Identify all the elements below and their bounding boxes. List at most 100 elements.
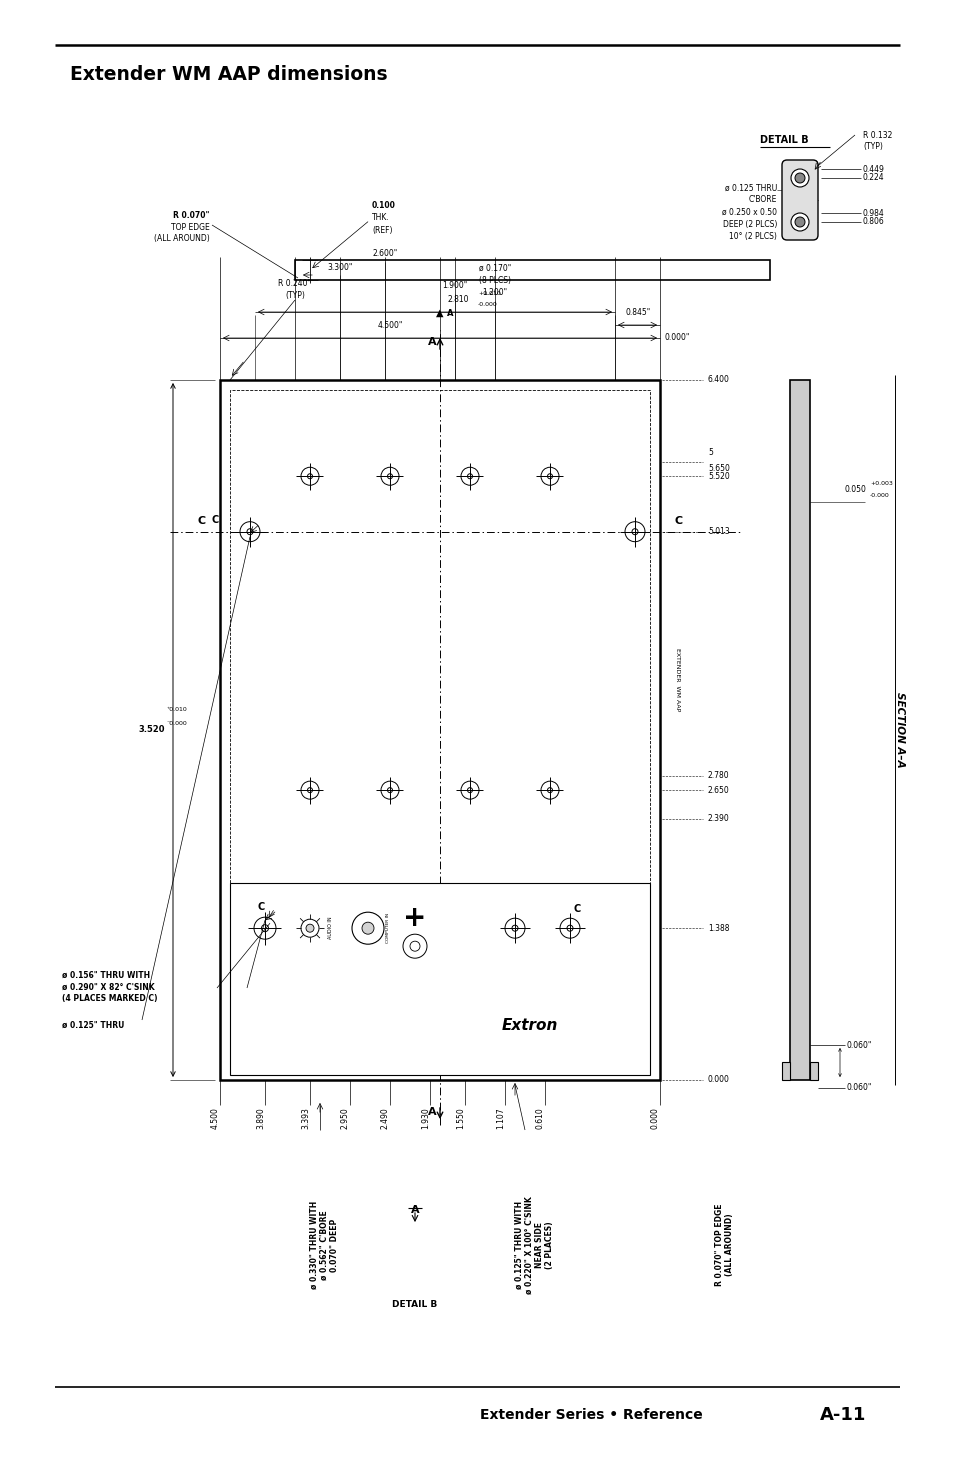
Bar [781, 1062, 789, 1080]
Bar [230, 884, 649, 1075]
Text: ø 0.562" C'BORE: ø 0.562" C'BORE [319, 1210, 329, 1280]
Text: 2.600": 2.600" [372, 249, 397, 258]
Text: DEEP (2 PLCS): DEEP (2 PLCS) [721, 220, 776, 229]
Text: 1.900": 1.900" [442, 282, 467, 291]
Text: -0.000: -0.000 [477, 302, 497, 307]
Text: 0.449: 0.449 [862, 165, 884, 174]
Text: NEAR SIDE: NEAR SIDE [535, 1221, 543, 1268]
Text: ▲: ▲ [436, 308, 443, 319]
Text: +0.003: +0.003 [869, 481, 892, 487]
Circle shape [387, 788, 392, 792]
Text: 6.400: 6.400 [707, 376, 729, 385]
Bar [789, 381, 809, 1080]
Circle shape [790, 212, 808, 232]
Text: 1.930: 1.930 [420, 1108, 430, 1128]
Text: 5.650: 5.650 [707, 465, 729, 473]
Text: 2.810: 2.810 [448, 295, 469, 304]
Text: 0.806: 0.806 [862, 217, 883, 227]
Text: C'BORE: C'BORE [748, 196, 776, 205]
Text: 4.500": 4.500" [377, 322, 402, 330]
Text: (TYP): (TYP) [285, 291, 305, 299]
Text: ø 0.156" THRU WITH: ø 0.156" THRU WITH [62, 971, 150, 979]
Text: 5.013: 5.013 [707, 527, 729, 537]
Text: 10° (2 PLCS): 10° (2 PLCS) [728, 232, 776, 240]
Text: ø 0.125 THRU: ø 0.125 THRU [724, 183, 776, 193]
Text: 0.610: 0.610 [536, 1108, 544, 1128]
Text: A-11: A-11 [820, 1406, 865, 1423]
Circle shape [261, 925, 268, 932]
Text: +: + [403, 904, 426, 932]
FancyBboxPatch shape [781, 159, 817, 240]
Text: 2.780: 2.780 [707, 771, 729, 780]
Text: R 0.070" TOP EDGE: R 0.070" TOP EDGE [714, 1204, 723, 1286]
Circle shape [790, 170, 808, 187]
Text: ø 0.290" X 82° C'SINK: ø 0.290" X 82° C'SINK [62, 982, 154, 991]
Text: 0.000": 0.000" [664, 333, 690, 342]
Circle shape [306, 925, 314, 932]
Text: 0.224: 0.224 [862, 174, 883, 183]
Text: COMPUTER IN: COMPUTER IN [386, 913, 390, 943]
Text: (ALL AROUND): (ALL AROUND) [724, 1214, 733, 1276]
Text: C: C [574, 904, 580, 914]
Text: 1.550: 1.550 [456, 1108, 464, 1128]
Text: ⁻0.000: ⁻0.000 [167, 721, 188, 727]
Text: 4.500: 4.500 [211, 1108, 220, 1128]
Text: 0.845": 0.845" [625, 308, 650, 317]
Text: (REF): (REF) [372, 227, 392, 236]
Text: +0.010: +0.010 [477, 291, 500, 296]
Text: DETAIL B: DETAIL B [392, 1299, 437, 1308]
Text: A: A [410, 1205, 419, 1215]
Text: 0.060": 0.060" [846, 1084, 871, 1093]
Circle shape [387, 473, 392, 479]
Text: ø 0.220" X 100° C'SINK: ø 0.220" X 100° C'SINK [524, 1196, 534, 1294]
Bar [220, 381, 659, 1080]
Text: C: C [257, 903, 264, 912]
Text: 5: 5 [707, 448, 712, 457]
Text: (2 PLACES): (2 PLACES) [544, 1221, 554, 1268]
Text: DETAIL B: DETAIL B [760, 136, 808, 145]
Text: Extender WM AAP dimensions: Extender WM AAP dimensions [70, 65, 387, 84]
Circle shape [547, 788, 552, 792]
Text: A: A [428, 1108, 436, 1117]
Text: 3.520: 3.520 [138, 726, 165, 735]
Text: EXTENDER  WM AAP: EXTENDER WM AAP [675, 649, 679, 711]
Circle shape [794, 173, 804, 183]
Text: ø 0.250 x 0.50: ø 0.250 x 0.50 [721, 208, 776, 217]
Text: 2.390: 2.390 [707, 814, 729, 823]
Text: 0.984: 0.984 [862, 208, 883, 217]
Text: (TYP): (TYP) [862, 143, 882, 152]
Text: TOP EDGE: TOP EDGE [172, 223, 210, 232]
Text: (8 PLCS): (8 PLCS) [478, 276, 511, 285]
Circle shape [467, 473, 472, 479]
Circle shape [247, 528, 253, 535]
Text: 1.107: 1.107 [496, 1108, 504, 1128]
Bar [294, 260, 769, 280]
Circle shape [566, 925, 573, 931]
Circle shape [307, 473, 313, 479]
Text: 2.950: 2.950 [340, 1108, 350, 1128]
Text: ø 0.125" THRU: ø 0.125" THRU [62, 1021, 124, 1030]
Text: 2.490: 2.490 [380, 1108, 390, 1128]
Circle shape [307, 788, 313, 792]
Text: 3.393: 3.393 [301, 1108, 310, 1128]
Text: R 0.070": R 0.070" [173, 211, 210, 220]
Text: SECTION A–A: SECTION A–A [894, 692, 904, 768]
Circle shape [547, 473, 552, 479]
Circle shape [512, 925, 517, 931]
Circle shape [467, 788, 472, 792]
Text: ø 0.170": ø 0.170" [478, 264, 511, 273]
Text: -0.000: -0.000 [869, 493, 889, 499]
Text: (4 PLACES MARKED C): (4 PLACES MARKED C) [62, 994, 157, 1003]
Text: THK.: THK. [372, 214, 390, 223]
Text: 0.000: 0.000 [650, 1108, 659, 1128]
Text: ⁺0.010: ⁺0.010 [167, 708, 188, 712]
Text: C: C [212, 515, 218, 525]
Text: (ALL AROUND): (ALL AROUND) [154, 235, 210, 243]
Bar [230, 389, 649, 1069]
Text: 3.300": 3.300" [327, 263, 353, 271]
Text: R 0.240": R 0.240" [278, 279, 312, 288]
Circle shape [631, 528, 638, 535]
Circle shape [361, 922, 374, 934]
Circle shape [794, 217, 804, 227]
Text: 0.050: 0.050 [844, 485, 866, 494]
